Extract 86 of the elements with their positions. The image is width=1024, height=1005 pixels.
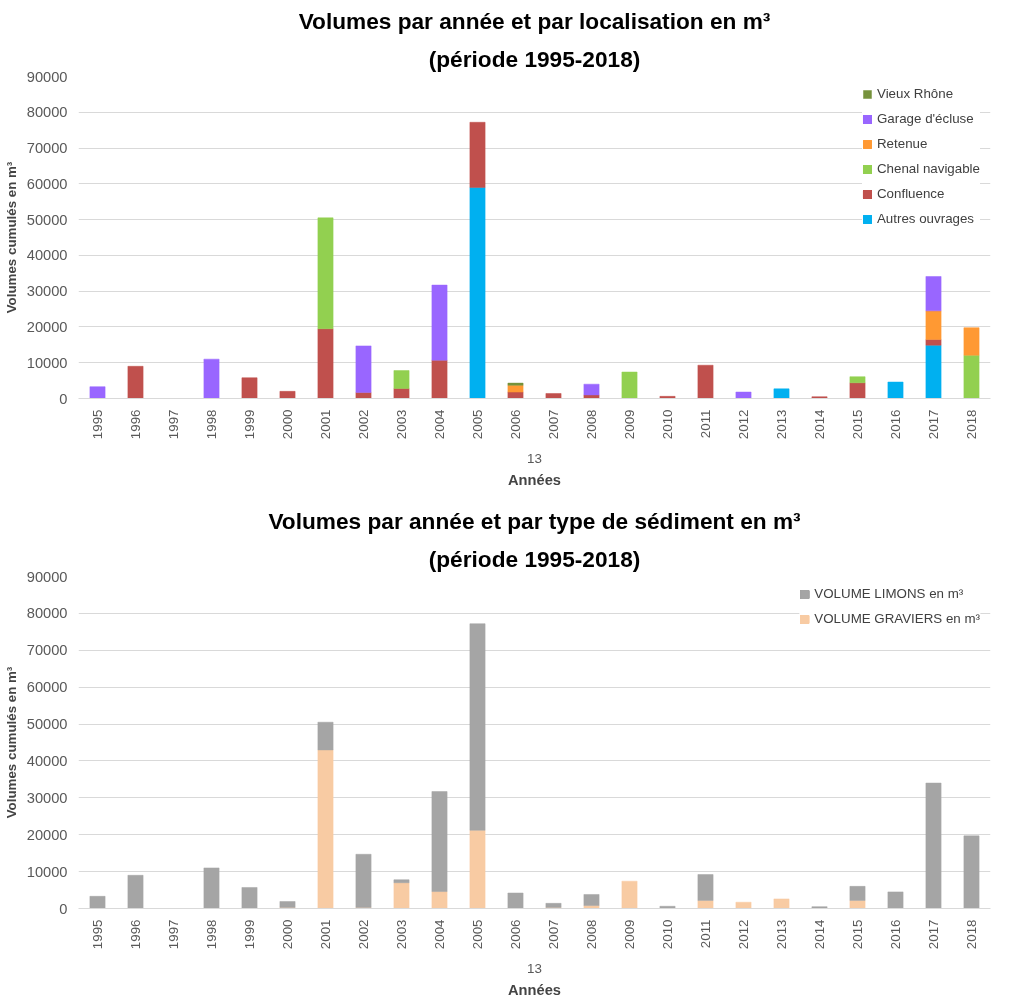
x-tick-label: 2014 bbox=[812, 918, 827, 950]
x-tick-label: 2006 bbox=[508, 409, 523, 440]
x-tick-label: 2008 bbox=[584, 919, 599, 950]
x-tick-label: 1995 bbox=[90, 919, 105, 950]
text: 13 bbox=[527, 960, 542, 976]
y-tick-label: 60000 bbox=[26, 679, 68, 696]
x-tick-label: 2013 bbox=[774, 919, 789, 950]
y-tick-label: 70000 bbox=[26, 140, 68, 157]
x-tick-label: 2011 bbox=[698, 919, 713, 949]
x-tick-label: 1996 bbox=[128, 919, 143, 950]
x-tick-label: 1996 bbox=[128, 409, 143, 440]
x-tick-label: 2015 bbox=[850, 409, 865, 440]
x-tick-label: 2006 bbox=[508, 919, 523, 950]
x-tick-label: 2004 bbox=[432, 408, 447, 440]
x-axis-title: Années bbox=[508, 471, 561, 488]
legend-label: Retenue bbox=[876, 136, 928, 151]
x-tick-label: 2001 bbox=[318, 409, 333, 440]
y-tick-label: 90000 bbox=[26, 68, 68, 85]
y-axis-title: Volumes cumulés en m³ bbox=[3, 161, 19, 314]
x-tick-label: 2005 bbox=[470, 409, 485, 440]
x-tick-label: 2014 bbox=[812, 408, 827, 440]
text: 13 bbox=[527, 450, 542, 466]
x-tick-label: 2003 bbox=[394, 409, 409, 440]
y-tick-label: 0 bbox=[59, 900, 68, 917]
y-tick-label: 80000 bbox=[26, 104, 68, 121]
y-tick-label: 30000 bbox=[26, 789, 68, 806]
y-tick-label: 0 bbox=[59, 390, 68, 407]
legend-label: VOLUME LIMONS en m³ bbox=[814, 586, 964, 601]
x-tick-label: 2003 bbox=[394, 919, 409, 950]
x-tick-label: 2000 bbox=[280, 409, 295, 440]
y-tick-label: 70000 bbox=[26, 642, 68, 659]
x-tick-label: 1995 bbox=[90, 409, 105, 440]
y-tick-label: 90000 bbox=[26, 568, 68, 585]
y-tick-label: 50000 bbox=[26, 716, 68, 733]
x-tick-label: 2009 bbox=[622, 409, 637, 440]
legend-label: VOLUME GRAVIERS en m³ bbox=[814, 611, 980, 626]
x-tick-label: 2017 bbox=[926, 409, 941, 440]
chart-subtitle: (période 1995-2018) bbox=[428, 545, 641, 572]
x-tick-label: 1999 bbox=[242, 919, 257, 950]
x-tick-label: 1997 bbox=[166, 919, 181, 950]
x-tick-label: 2001 bbox=[318, 919, 333, 950]
x-tick-label: 2007 bbox=[546, 919, 561, 950]
x-tick-label: 2002 bbox=[356, 919, 371, 950]
legend-label: Confluence bbox=[876, 186, 945, 201]
y-tick-label: 20000 bbox=[26, 318, 68, 335]
x-tick-label: 2012 bbox=[736, 919, 751, 950]
x-tick-label: 2011 bbox=[698, 409, 713, 439]
x-tick-label: 2018 bbox=[964, 919, 979, 950]
y-tick-label: 50000 bbox=[26, 211, 68, 228]
y-tick-label: 60000 bbox=[26, 175, 68, 192]
legend-label: Vieux Rhône bbox=[876, 86, 954, 101]
chart-subtitle: (période 1995-2018) bbox=[428, 45, 641, 72]
x-tick-label: 2004 bbox=[432, 918, 447, 950]
x-tick-label: 2002 bbox=[356, 409, 371, 440]
legend-label: Autres ouvrages bbox=[876, 211, 975, 226]
legend-label: Chenal navigable bbox=[876, 161, 980, 176]
y-axis-title: Volumes cumulés en m³ bbox=[3, 666, 19, 819]
x-tick-label: 2017 bbox=[926, 919, 941, 950]
y-tick-label: 40000 bbox=[26, 752, 68, 769]
x-tick-label: 1997 bbox=[166, 409, 181, 440]
x-tick-label: 2018 bbox=[964, 409, 979, 440]
x-tick-label: 2007 bbox=[546, 409, 561, 440]
x-tick-label: 2005 bbox=[470, 919, 485, 950]
y-tick-label: 10000 bbox=[26, 863, 68, 880]
x-tick-label: 1998 bbox=[204, 919, 219, 950]
x-tick-label: 2008 bbox=[584, 409, 599, 440]
legend-label: Garage d'écluse bbox=[876, 111, 974, 126]
x-tick-label: 2000 bbox=[280, 919, 295, 950]
x-tick-label: 2015 bbox=[850, 919, 865, 950]
x-tick-label: 1999 bbox=[242, 409, 257, 440]
x-tick-label: 2012 bbox=[736, 409, 751, 440]
x-tick-label: 2016 bbox=[888, 409, 903, 440]
chart-title: Volumes par année et par localisation en m³ bbox=[298, 7, 771, 34]
y-tick-label: 10000 bbox=[26, 354, 68, 371]
y-tick-label: 30000 bbox=[26, 283, 68, 300]
x-tick-label: 2010 bbox=[660, 409, 675, 440]
y-tick-label: 20000 bbox=[26, 826, 68, 843]
x-axis-title: Années bbox=[508, 981, 561, 998]
x-tick-label: 2010 bbox=[660, 919, 675, 950]
x-tick-label: 1998 bbox=[204, 409, 219, 440]
y-tick-label: 80000 bbox=[26, 605, 68, 622]
x-tick-label: 2009 bbox=[622, 919, 637, 950]
y-tick-label: 40000 bbox=[26, 247, 68, 264]
x-tick-label: 2013 bbox=[774, 409, 789, 440]
chart-title: Volumes par année et par type de sédiment en m³ bbox=[268, 507, 802, 534]
x-tick-label: 2016 bbox=[888, 919, 903, 950]
